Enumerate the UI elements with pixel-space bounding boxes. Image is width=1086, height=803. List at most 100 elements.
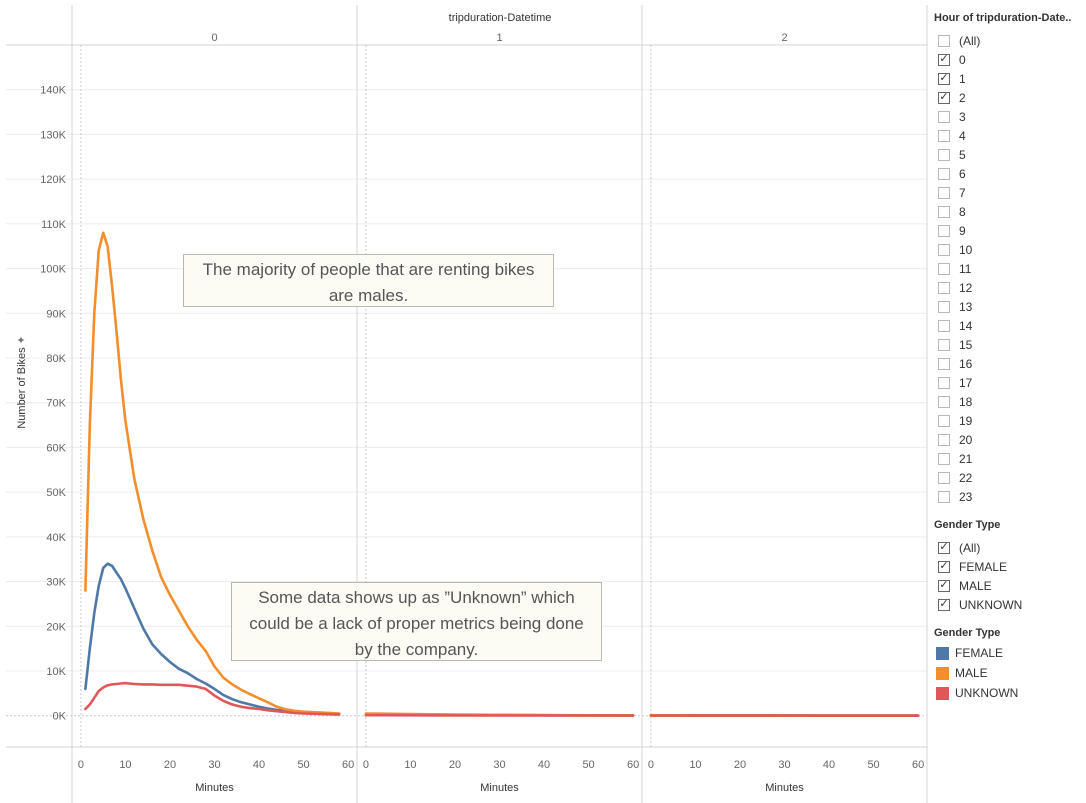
pin-icon: ✦ — [15, 335, 28, 344]
x-tick-label: 30 — [778, 759, 790, 771]
hour-filter-item-label: 4 — [959, 128, 966, 143]
x-tick-label: 20 — [164, 759, 176, 771]
hour-filter-item[interactable]: 20 — [938, 430, 980, 449]
hour-filter-item[interactable]: 18 — [938, 392, 980, 411]
gender-filter-item-label: MALE — [959, 578, 992, 593]
hour-filter-item[interactable]: 23 — [938, 487, 980, 506]
hour-filter-item[interactable]: 7 — [938, 183, 980, 202]
x-tick-label: 50 — [582, 759, 594, 771]
checkbox-unchecked-icon[interactable] — [938, 357, 950, 370]
x-tick-label: 10 — [689, 759, 701, 771]
legend-swatch — [936, 686, 949, 700]
gender-filter-item[interactable]: ✓ FEMALE — [938, 557, 1022, 576]
hour-filter-item[interactable]: 21 — [938, 449, 980, 468]
checkbox-unchecked-icon[interactable] — [938, 490, 950, 503]
hour-filter-item-label: 2 — [959, 90, 966, 105]
checkbox-checked-icon[interactable]: ✓ — [938, 579, 950, 592]
hour-filter-item[interactable]: 8 — [938, 202, 980, 221]
hour-filter-item[interactable]: 9 — [938, 221, 980, 240]
checkbox-unchecked-icon[interactable] — [938, 414, 950, 427]
color-legend: FEMALE MALE UNKNOWN — [936, 643, 1018, 703]
x-tick-label: 20 — [449, 759, 461, 771]
y-tick-label: 60K — [46, 442, 66, 454]
checkbox-unchecked-icon[interactable] — [938, 281, 950, 294]
gender-filter-item-label: (All) — [959, 540, 981, 555]
y-tick-label: 130K — [40, 129, 66, 141]
checkbox-checked-icon[interactable]: ✓ — [938, 541, 950, 554]
hour-filter-item[interactable]: 3 — [938, 107, 980, 126]
checkbox-unchecked-icon[interactable] — [938, 452, 950, 465]
hour-filter-item[interactable]: (All) — [938, 31, 980, 50]
checkbox-checked-icon[interactable]: ✓ — [938, 598, 950, 611]
hour-filter-item-label: 20 — [959, 432, 973, 447]
checkbox-unchecked-icon[interactable] — [938, 186, 950, 199]
checkbox-unchecked-icon[interactable] — [938, 433, 950, 446]
checkbox-unchecked-icon[interactable] — [938, 167, 950, 180]
x-tick-label: 60 — [627, 759, 639, 771]
checkbox-checked-icon[interactable]: ✓ — [938, 91, 950, 104]
checkbox-unchecked-icon[interactable] — [938, 262, 950, 275]
checkbox-unchecked-icon[interactable] — [938, 34, 950, 47]
hour-filter-item[interactable]: 16 — [938, 354, 980, 373]
hour-filter-item[interactable]: 19 — [938, 411, 980, 430]
x-tick-label: 0 — [363, 759, 369, 771]
legend-item[interactable]: MALE — [936, 663, 1018, 683]
checkbox-checked-icon[interactable]: ✓ — [938, 560, 950, 573]
hour-filter-item-label: 14 — [959, 318, 973, 333]
hour-filter-item[interactable]: 4 — [938, 126, 980, 145]
series-line-unknown — [84, 681, 341, 716]
hour-filter-item[interactable]: ✓ 0 — [938, 50, 980, 69]
gender-filter-item[interactable]: ✓ MALE — [938, 576, 1022, 595]
gender-filter-item[interactable]: ✓ UNKNOWN — [938, 595, 1022, 614]
y-tick-label: 20K — [46, 621, 66, 633]
checkbox-checked-icon[interactable]: ✓ — [938, 72, 950, 85]
x-tick-label: 0 — [648, 759, 654, 771]
legend-item[interactable]: FEMALE — [936, 643, 1018, 663]
x-tick-label: 40 — [823, 759, 835, 771]
hour-filter-item[interactable]: 6 — [938, 164, 980, 183]
checkbox-unchecked-icon[interactable] — [938, 148, 950, 161]
x-axis-title: Minutes — [765, 782, 804, 794]
checkbox-unchecked-icon[interactable] — [938, 471, 950, 484]
checkbox-unchecked-icon[interactable] — [938, 338, 950, 351]
hour-filter-item-label: 5 — [959, 147, 966, 162]
hour-filter-item-label: 3 — [959, 109, 966, 124]
hour-filter-item[interactable]: ✓ 2 — [938, 88, 980, 107]
hour-filter-item[interactable]: 13 — [938, 297, 980, 316]
hour-filter-item-label: 22 — [959, 470, 973, 485]
gender-filter-list: ✓ (All) ✓ FEMALE ✓ MALE ✓ UNKNOWN — [938, 538, 1022, 614]
checkbox-unchecked-icon[interactable] — [938, 376, 950, 389]
hour-filter-item[interactable]: 11 — [938, 259, 980, 278]
hour-filter-item-label: 9 — [959, 223, 966, 238]
checkbox-checked-icon[interactable]: ✓ — [938, 53, 950, 66]
hour-filter-item[interactable]: 22 — [938, 468, 980, 487]
checkbox-unchecked-icon[interactable] — [938, 300, 950, 313]
hour-filter-item[interactable]: 12 — [938, 278, 980, 297]
checkbox-unchecked-icon[interactable] — [938, 395, 950, 408]
hour-filter-item[interactable]: 14 — [938, 316, 980, 335]
hour-filter-item[interactable]: ✓ 1 — [938, 69, 980, 88]
x-tick-label: 60 — [342, 759, 354, 771]
hour-filter-item[interactable]: 5 — [938, 145, 980, 164]
gender-filter-item[interactable]: ✓ (All) — [938, 538, 1022, 557]
checkbox-unchecked-icon[interactable] — [938, 319, 950, 332]
hour-filter-item[interactable]: 17 — [938, 373, 980, 392]
checkbox-unchecked-icon[interactable] — [938, 243, 950, 256]
x-tick-label: 30 — [493, 759, 505, 771]
checkbox-unchecked-icon[interactable] — [938, 205, 950, 218]
column-header-title: tripduration-Datetime — [449, 12, 552, 24]
x-tick-label: 50 — [867, 759, 879, 771]
checkbox-unchecked-icon[interactable] — [938, 129, 950, 142]
y-tick-label: 110K — [41, 219, 67, 231]
legend-item[interactable]: UNKNOWN — [936, 683, 1018, 703]
hour-filter-item[interactable]: 15 — [938, 335, 980, 354]
checkbox-unchecked-icon[interactable] — [938, 224, 950, 237]
hour-filter-item-label: 23 — [959, 489, 973, 504]
checkbox-unchecked-icon[interactable] — [938, 110, 950, 123]
hour-filter-item-label: 10 — [959, 242, 973, 257]
x-tick-label: 30 — [208, 759, 220, 771]
x-tick-label: 40 — [253, 759, 265, 771]
x-tick-label: 0 — [78, 759, 84, 771]
hour-filter-item[interactable]: 10 — [938, 240, 980, 259]
